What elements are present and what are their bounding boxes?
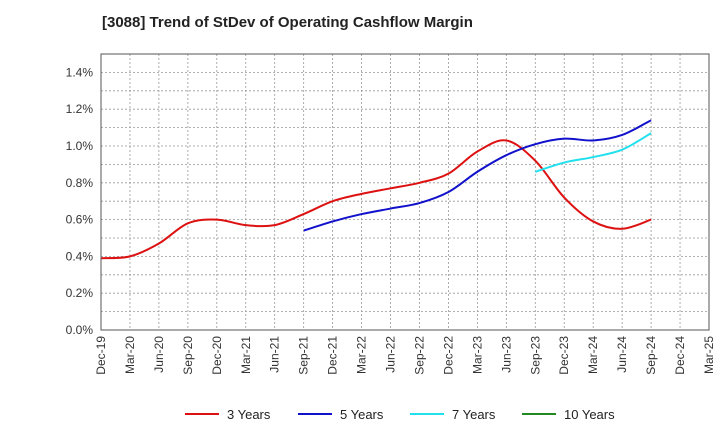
- legend-label-3-years: 3 Years: [227, 406, 271, 422]
- x-tick-label: Dec-19: [94, 336, 108, 375]
- legend: 3 Years 5 Years 7 Years 10 Years: [0, 402, 720, 426]
- y-tick-label: 0.2%: [66, 286, 94, 300]
- x-tick-label: Dec-22: [441, 336, 455, 375]
- x-tick-label: Dec-24: [673, 336, 687, 375]
- plot-border: [100, 53, 710, 331]
- y-tick-label: 1.4%: [66, 65, 94, 79]
- x-tick-label: Jun-24: [615, 336, 629, 373]
- legend-label-7-years: 7 Years: [452, 406, 496, 422]
- series-lines: [100, 119, 652, 260]
- x-tick-label: Jun-22: [384, 336, 398, 373]
- legend-label-5-years: 5 Years: [340, 406, 384, 422]
- x-tick-label: Jun-21: [268, 336, 282, 373]
- x-tick-label: Dec-23: [557, 336, 571, 375]
- series-line-3-years: [100, 139, 652, 260]
- plot-area: [101, 54, 709, 330]
- legend-swatch-5-years: [298, 413, 332, 415]
- legend-swatch-7-years: [410, 413, 444, 415]
- x-tick-label: Mar-23: [470, 336, 484, 374]
- y-tick-label: 1.0%: [66, 139, 94, 153]
- legend-item-7-years: 7 Years: [410, 402, 495, 426]
- x-tick-label: Sep-24: [644, 336, 658, 375]
- x-tick-label: Mar-24: [586, 336, 600, 374]
- x-tick-label: Mar-25: [702, 336, 716, 374]
- x-tick-label: Sep-22: [412, 336, 426, 375]
- x-tick-label: Jun-23: [499, 336, 513, 373]
- legend-label-10-years: 10 Years: [564, 406, 615, 422]
- series-line-5-years: [303, 119, 652, 232]
- x-tick-label: Dec-21: [326, 336, 340, 375]
- x-tick-label: Mar-22: [355, 336, 369, 374]
- y-tick-label: 1.2%: [66, 102, 94, 116]
- y-axis-ticks: 0.0% 0.2% 0.4% 0.6% 0.8% 1.0% 1.2% 1.4%: [66, 65, 94, 337]
- y-tick-label: 0.6%: [66, 213, 94, 227]
- chart-title: [3088] Trend of StDev of Operating Cashf…: [102, 14, 473, 31]
- x-tick-label: Sep-23: [528, 336, 542, 375]
- x-tick-label: Sep-21: [297, 336, 311, 375]
- x-tick-label: Jun-20: [152, 336, 166, 373]
- x-tick-label: Dec-20: [210, 336, 224, 375]
- y-tick-label: 0.0%: [66, 323, 94, 337]
- x-tick-label: Sep-20: [181, 336, 195, 375]
- legend-swatch-3-years: [185, 413, 219, 415]
- x-tick-label: Mar-21: [239, 336, 253, 374]
- x-axis-ticks: Dec-19 Mar-20 Jun-20 Sep-20 Dec-20 Mar-21 Jun-…: [94, 336, 716, 375]
- y-tick-label: 0.8%: [66, 176, 94, 190]
- legend-swatch-10-years: [522, 413, 556, 415]
- y-tick-label: 0.4%: [66, 249, 94, 263]
- legend-item-5-years: 5 Years: [298, 402, 383, 426]
- legend-item-3-years: 3 Years: [185, 402, 270, 426]
- series-line-7-years: [534, 132, 652, 173]
- legend-item-10-years: 10 Years: [522, 402, 615, 426]
- x-tick-label: Mar-20: [123, 336, 137, 374]
